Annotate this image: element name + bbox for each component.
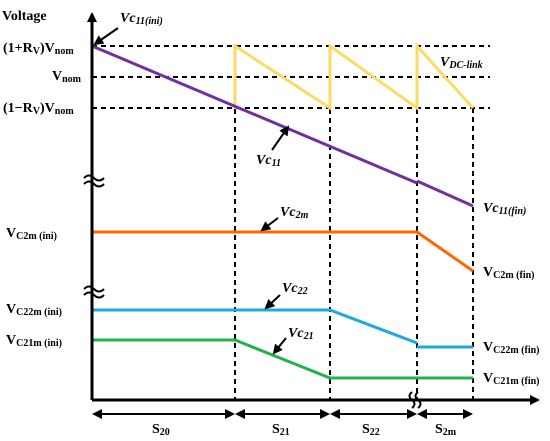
x-axis-break: [408, 391, 422, 409]
y-axis-break-upper: [83, 174, 105, 188]
vc21-label: Vc21: [288, 326, 314, 342]
stage-s2m-label: S2m: [435, 422, 457, 438]
vc11-ini-label: Vc11(ini): [120, 11, 163, 27]
vc22-trace: [92, 308, 418, 345]
stage-s21-label: S21: [272, 422, 290, 438]
lower-limit-label: (1−RV)Vnom: [3, 101, 74, 117]
stage-s20-label: S20: [152, 422, 170, 438]
vdc-link-trace: [233, 42, 475, 111]
vc21m-ini-label: VC21m (ini): [6, 333, 62, 349]
y-axis-label: Voltage: [2, 9, 47, 24]
vc2m-fin-label: VC2m (fin): [483, 265, 535, 281]
nominal-label: Vnom: [52, 69, 82, 85]
vc11-pointer: [271, 125, 290, 151]
upper-limit-label: (1+RV)Vnom: [3, 41, 74, 57]
vc11-trace-part1: [91, 44, 418, 185]
vc11-ini-pointer: [93, 27, 119, 46]
vc2m-ini-label: VC2m (ini): [6, 226, 57, 242]
vc11-fin-label: Vc11(fin): [483, 201, 526, 217]
vc22-label: Vc22: [282, 281, 308, 297]
vc2m-label: Vc2m: [280, 205, 309, 221]
vc21m-fin-label: VC21m (fin): [483, 371, 540, 387]
vc2m-pointer: [260, 217, 279, 232]
vc22-pointer: [264, 294, 281, 310]
vc21-pointer: [272, 337, 287, 355]
stage-s22-label: S22: [362, 422, 380, 438]
vc22m-ini-label: VC22m (ini): [6, 302, 62, 318]
vc11-trace-part2: [416, 179, 474, 208]
vc2m-trace: [92, 230, 474, 273]
vc11-label: Vc11: [256, 153, 281, 169]
vdc-link-label: VDC-link: [440, 55, 483, 71]
y-axis-break-lower: [83, 285, 105, 299]
vc21-trace: [92, 338, 473, 380]
vc22m-fin-label: VC22m (fin): [483, 340, 540, 356]
